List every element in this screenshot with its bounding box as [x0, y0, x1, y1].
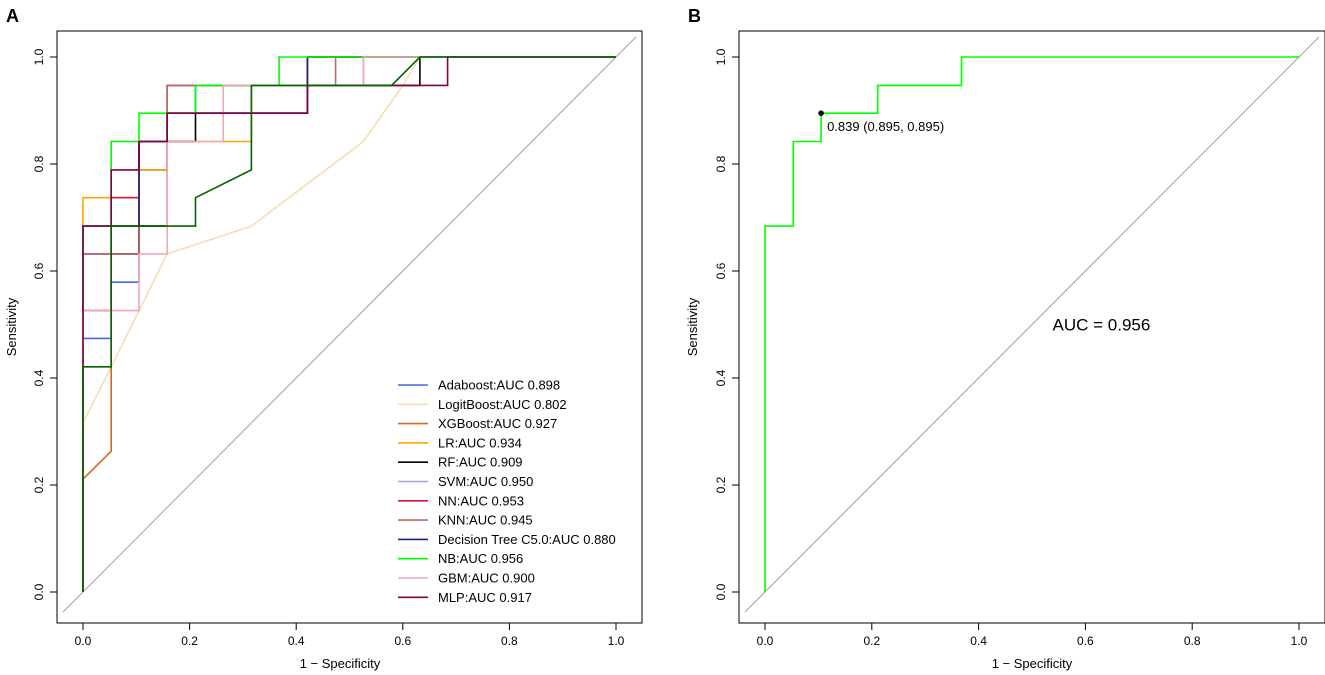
panel-b-y-tick-label: 0.2 [714, 476, 728, 493]
panel-a-x-ticks: 0.0 0.2 0.4 0.6 0.8 1.0 [75, 623, 625, 648]
panel-b-letter: B [688, 6, 701, 26]
panel-b-x-ticks: 0.0 0.2 0.4 0.6 0.8 1.0 [757, 623, 1308, 648]
panel-b-threshold-label: 0.839 (0.895, 0.895) [827, 119, 944, 134]
panel-a-x-tick-label: 0.0 [75, 634, 92, 648]
legend-label: XGBoost:AUC 0.927 [438, 416, 557, 431]
panel-a: A 1 − Specificity Sensitivity 0.0 0.2 0.4 0… [4, 6, 643, 671]
panel-a-y-axis-label: Sensitivity [4, 297, 19, 356]
panel-b-x-tick-label: 1.0 [1291, 634, 1308, 648]
legend-label: NB:AUC 0.956 [438, 551, 523, 566]
legend-label: NN:AUC 0.953 [438, 493, 524, 508]
panel-b-x-tick-label: 0.6 [1077, 634, 1094, 648]
panel-b-x-tick-label: 0.8 [1184, 634, 1201, 648]
legend-label: Adaboost:AUC 0.898 [438, 378, 560, 393]
panel-a-y-tick-label: 0.2 [32, 476, 46, 493]
panel-a-legend: Adaboost:AUC 0.898 LogitBoost:AUC 0.802 XG… [398, 378, 616, 605]
panel-a-x-tick-label: 0.8 [501, 634, 518, 648]
panel-a-y-tick-label: 0.0 [32, 583, 46, 600]
panel-a-x-axis-label: 1 − Specificity [300, 656, 381, 671]
panel-a-x-tick-label: 1.0 [608, 634, 625, 648]
panel-a-x-tick-label: 0.4 [288, 634, 305, 648]
panel-b-y-tick-label: 0.6 [714, 262, 728, 279]
panel-a-x-tick-label: 0.6 [394, 634, 411, 648]
legend-label: RF:AUC 0.909 [438, 455, 523, 470]
panel-b-x-axis-label: 1 − Specificity [992, 656, 1073, 671]
panel-b-diagonal-reference [744, 36, 1320, 613]
panel-a-diagonal-reference [62, 36, 637, 613]
panel-a-roc-line-extra [82, 56, 616, 592]
panel-a-y-tick-label: 0.6 [32, 262, 46, 279]
panel-b-threshold-point [818, 110, 824, 116]
legend-label: LogitBoost:AUC 0.802 [438, 397, 567, 412]
legend-label: GBM:AUC 0.900 [438, 571, 535, 586]
panel-b-y-tick-label: 0.0 [714, 583, 728, 600]
legend-label: MLP:AUC 0.917 [438, 590, 532, 605]
legend-label: Decision Tree C5.0:AUC 0.880 [438, 532, 616, 547]
panel-a-roc-curves [82, 56, 616, 592]
panel-a-letter: A [6, 6, 19, 26]
panel-b-x-tick-label: 0.0 [757, 634, 774, 648]
panel-b-auc-annotation: AUC = 0.956 [1053, 316, 1151, 335]
panel-b-x-tick-label: 0.4 [970, 634, 987, 648]
panel-b: B 1 − Specificity Sensitivity 0.0 0.2 0.4 0… [685, 6, 1325, 671]
panel-a-plot-box [56, 30, 643, 624]
panel-a-y-tick-label: 0.8 [32, 155, 46, 172]
panel-b-y-tick-label: 0.8 [714, 155, 728, 172]
panel-a-roc-line-logitboost [82, 56, 616, 592]
panel-a-y-tick-label: 0.4 [32, 369, 46, 386]
legend-label: KNN:AUC 0.945 [438, 513, 533, 528]
panel-b-y-axis-label: Sensitivity [685, 297, 700, 356]
panel-a-y-ticks: 0.0 0.2 0.4 0.6 0.8 1.0 [32, 48, 57, 600]
panel-b-x-tick-label: 0.2 [863, 634, 880, 648]
panel-a-y-tick-label: 1.0 [32, 48, 46, 65]
panel-b-plot-box [738, 30, 1325, 624]
legend-label: LR:AUC 0.934 [438, 435, 522, 450]
panel-b-y-ticks: 0.0 0.2 0.4 0.6 0.8 1.0 [714, 48, 739, 600]
panel-b-y-tick-label: 0.4 [714, 369, 728, 386]
legend-label: SVM:AUC 0.950 [438, 474, 533, 489]
panel-a-x-tick-label: 0.2 [181, 634, 198, 648]
panel-b-y-tick-label: 1.0 [714, 48, 728, 65]
